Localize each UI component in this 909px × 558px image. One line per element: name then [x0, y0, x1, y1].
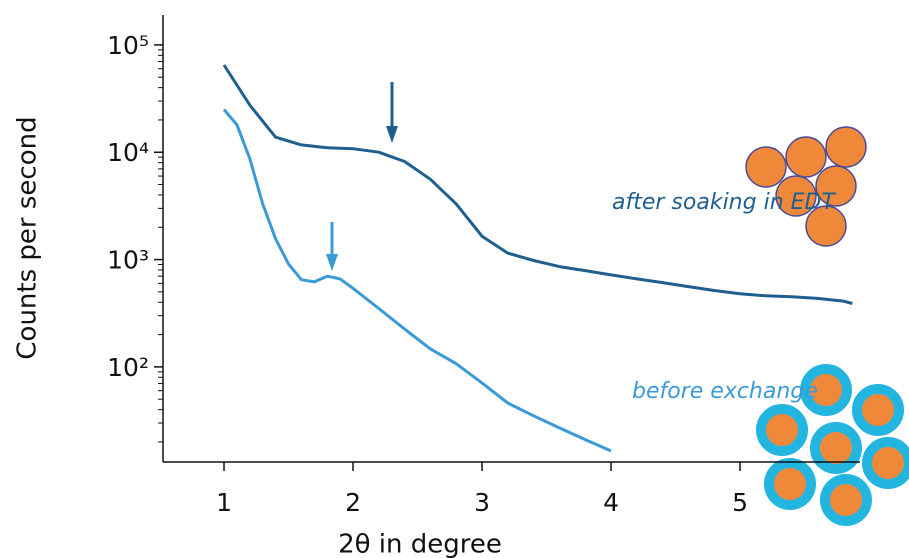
y-tick-label: 10² [107, 353, 149, 382]
annotation: before exchange [632, 379, 818, 404]
arrows [326, 82, 398, 271]
particle [764, 458, 816, 510]
x-tick-label: 1 [216, 488, 232, 517]
y-tick-label: 10⁴ [107, 138, 149, 167]
particles-before [756, 364, 909, 526]
particle [756, 404, 808, 456]
x-axis-title: 2θ in degree [338, 530, 502, 558]
particle [805, 205, 847, 247]
y-axis-title: Counts per second [13, 116, 43, 359]
x-tick-label: 2 [345, 488, 361, 517]
particles-after [745, 126, 867, 247]
particle [810, 422, 862, 474]
arrow-head [386, 126, 398, 143]
annotation: after soaking in EDT [612, 190, 836, 215]
particle [785, 136, 827, 178]
particle [862, 437, 909, 489]
particle [815, 165, 857, 207]
x-tick-label: 3 [474, 488, 490, 517]
x-tick-label: 5 [732, 488, 748, 517]
particle [825, 126, 867, 168]
particle [775, 175, 817, 217]
y-tick-label: 10³ [107, 246, 149, 275]
particle [745, 146, 787, 188]
particle [820, 474, 872, 526]
x-tick-label: 4 [603, 488, 619, 517]
particle [800, 364, 852, 416]
arrow-head [326, 254, 338, 271]
y-tick-label: 10⁵ [107, 31, 149, 60]
particle [852, 384, 904, 436]
data-line [222, 64, 853, 305]
data-line [222, 108, 612, 453]
